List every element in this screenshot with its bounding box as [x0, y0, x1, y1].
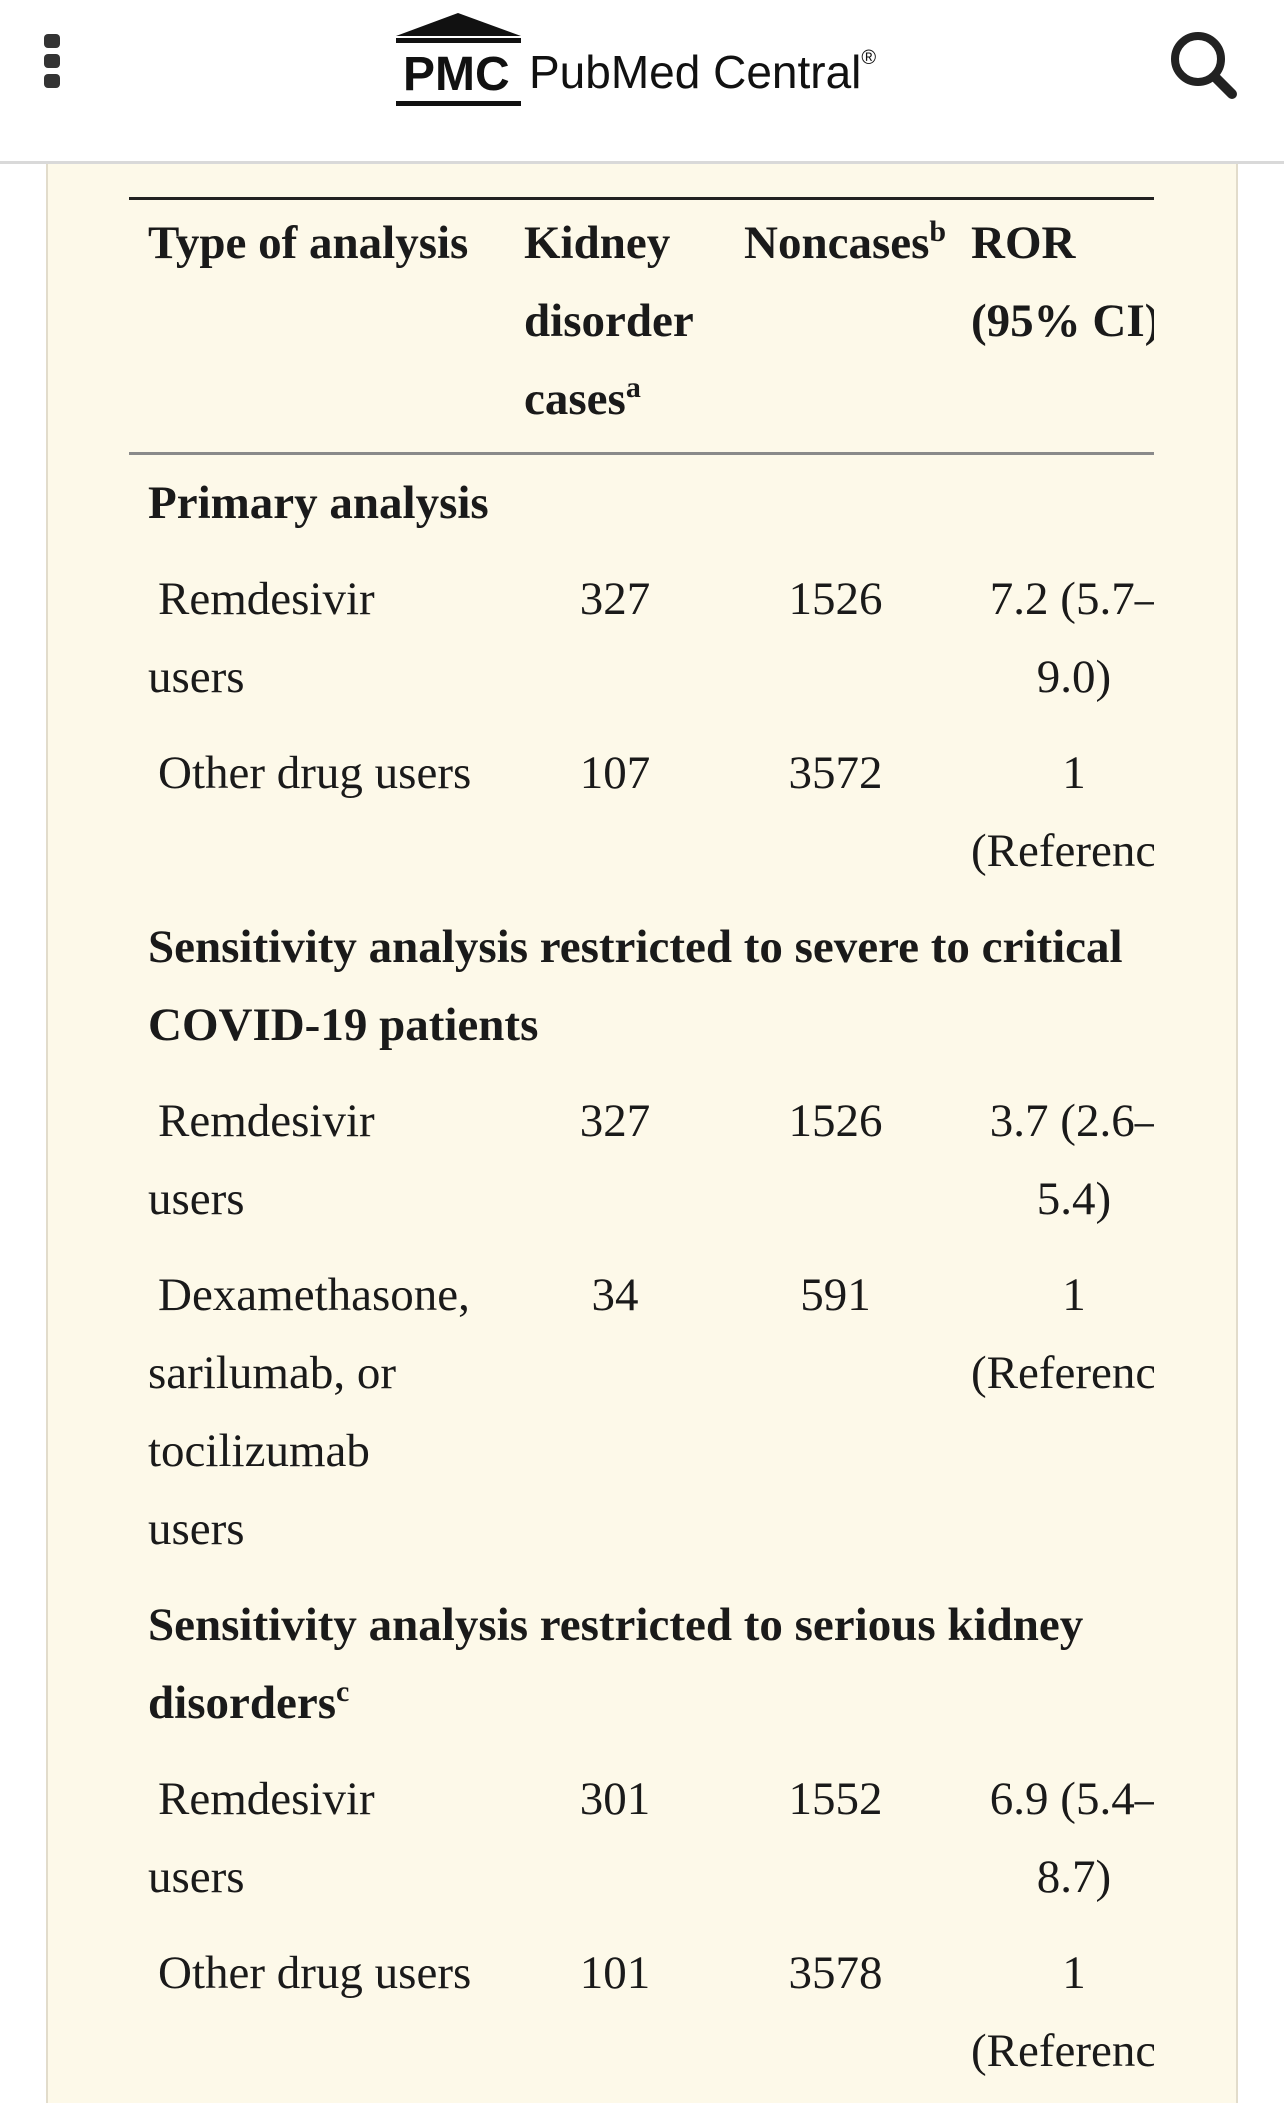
data-row: Remdesivir users 327 1526 3.7 (2.6–5.4) — [129, 1073, 1154, 1247]
results-table: Type of analysis Kidney disorder casesa No… — [129, 197, 1154, 2099]
column-header: ROR (95% CI) — [957, 199, 1154, 454]
noncases: 1552 — [788, 1773, 883, 1825]
logo-text: PMC — [403, 48, 510, 101]
site-name: PubMed Central — [529, 46, 861, 98]
analysis-group: Remdesivir users — [148, 1773, 375, 1903]
column-header-text: Noncases — [744, 217, 930, 269]
ror-ci: 7.2 (5.7–9.0) — [989, 573, 1154, 703]
column-header-text: Type of analysis — [148, 217, 469, 269]
analysis-group: Dexamethasone, sarilumab, or tocilizumab… — [148, 1269, 470, 1555]
kidney-cases: 301 — [579, 1773, 651, 1825]
header-row: Type of analysis Kidney disorder casesa No… — [129, 198, 1154, 454]
column-header-text: ROR (95% CI) — [971, 217, 1154, 347]
logo-underline — [396, 101, 521, 106]
section-title: Primary analysis — [129, 454, 1154, 552]
section-title-text: Primary analysis — [148, 477, 489, 529]
table-head: Type of analysis Kidney disorder casesa No… — [129, 198, 1154, 454]
search-handle — [1210, 72, 1237, 99]
section-row: Primary analysis — [129, 454, 1154, 552]
kidney-cases: 107 — [579, 747, 651, 799]
content-panel — [46, 164, 1238, 2103]
data-row: Other drug users 101 3578 1 (Reference) — [129, 1925, 1154, 2099]
column-header: Kidney disorder casesa — [510, 199, 730, 454]
footnote-marker: a — [625, 371, 641, 404]
footnote-marker: b — [929, 215, 947, 248]
logo-bar — [396, 38, 521, 43]
table-body: Primary analysis Remdesivir users 327 1526 7… — [129, 454, 1154, 2100]
menu-dot — [44, 54, 60, 68]
ror-ci: 1 (Reference) — [971, 747, 1154, 877]
site-title: PubMed Central® — [529, 46, 876, 98]
logo-roof — [396, 13, 521, 36]
column-header: Noncasesb — [730, 199, 957, 454]
section-title: Sensitivity analysis restricted to serio… — [129, 1577, 1154, 1751]
footnote-marker: c — [336, 1675, 350, 1708]
menu-dot — [44, 34, 60, 48]
logo[interactable]: PMC PubMed Central® — [396, 13, 876, 106]
section-title-text: Sensitivity analysis restricted to sever… — [148, 921, 1123, 1051]
section-title: Sensitivity analysis restricted to sever… — [129, 899, 1154, 1073]
kidney-cases: 34 — [591, 1269, 639, 1321]
noncases: 591 — [800, 1269, 871, 1321]
analysis-group: Remdesivir users — [148, 573, 375, 703]
data-row: Remdesivir users 301 1552 6.9 (5.4–8.7) — [129, 1751, 1154, 1925]
noncases: 1526 — [788, 573, 883, 625]
data-row: Dexamethasone, sarilumab, or tocilizumab… — [129, 1247, 1154, 1577]
ror-ci: 1 (Reference) — [971, 1269, 1154, 1399]
noncases: 3578 — [788, 1947, 883, 1999]
analysis-group: Other drug users — [158, 747, 472, 799]
search-lens — [1171, 32, 1225, 86]
menu-dot — [44, 74, 60, 88]
table-scroll: Type of analysis Kidney disorder casesa No… — [129, 197, 1154, 2103]
menu-button[interactable] — [44, 34, 60, 88]
column-header: Type of analysis — [129, 199, 510, 454]
data-row: Remdesivir users 327 1526 7.2 (5.7–9.0) — [129, 551, 1154, 725]
analysis-group: Other drug users — [158, 1947, 472, 1999]
top-bar: PMC PubMed Central® — [0, 0, 1284, 164]
kidney-cases: 101 — [579, 1947, 651, 1999]
analysis-group: Remdesivir users — [148, 1095, 375, 1225]
search-button[interactable] — [1171, 32, 1237, 99]
ror-ci: 1 (Reference) — [971, 1947, 1154, 2077]
noncases: 1526 — [788, 1095, 883, 1147]
top-bar-graphics: PMC PubMed Central® — [44, 13, 1237, 106]
section-row: Sensitivity analysis restricted to serio… — [129, 1577, 1154, 1751]
ror-ci: 3.7 (2.6–5.4) — [989, 1095, 1154, 1225]
column-header-text: Kidney disorder cases — [524, 217, 693, 425]
section-row: Sensitivity analysis restricted to sever… — [129, 899, 1154, 1073]
kidney-cases: 327 — [579, 1095, 651, 1147]
registered-mark: ® — [861, 47, 876, 69]
data-row: Other drug users 107 3572 1 (Reference) — [129, 725, 1154, 899]
ror-ci: 6.9 (5.4–8.7) — [989, 1773, 1154, 1903]
section-title-text: Sensitivity analysis restricted to serio… — [148, 1599, 1084, 1729]
noncases: 3572 — [788, 747, 883, 799]
kidney-cases: 327 — [579, 573, 651, 625]
